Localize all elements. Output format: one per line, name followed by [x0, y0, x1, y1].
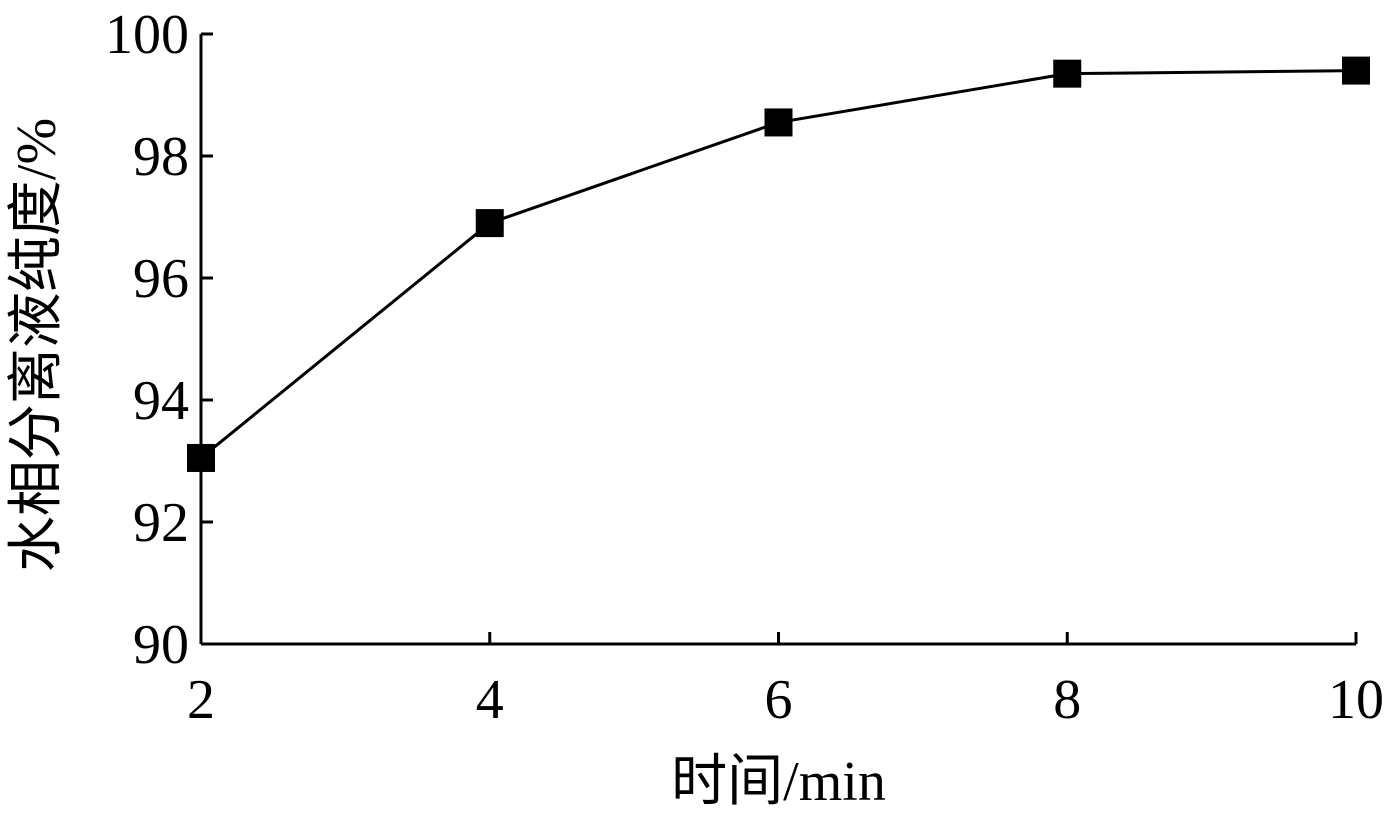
data-point-marker	[1053, 59, 1082, 88]
y-tick-label: 90	[133, 614, 189, 676]
x-tick-label: 8	[1053, 669, 1081, 731]
data-point-marker	[1342, 56, 1370, 85]
x-axis-ticks: 2 4 6 8 10	[187, 632, 1384, 731]
x-axis-title: 时间/min	[671, 751, 886, 813]
x-tick-label: 6	[765, 669, 793, 731]
x-tick-label: 4	[476, 669, 504, 731]
data-point-marker	[187, 443, 215, 472]
data-point-marker	[475, 209, 504, 238]
y-tick-label: 98	[133, 126, 189, 188]
y-tick-label: 96	[133, 248, 189, 310]
x-tick-label: 2	[187, 669, 215, 731]
x-tick-label: 10	[1328, 669, 1384, 731]
y-axis-ticks: 90 92 94 96 98 100	[105, 4, 213, 676]
y-tick-label: 100	[105, 4, 189, 66]
y-tick-label: 92	[133, 492, 189, 554]
y-tick-label: 94	[133, 370, 189, 432]
series-group	[187, 56, 1370, 472]
data-point-marker	[764, 108, 793, 137]
y-axis-title: 水相分离液纯度/%	[6, 118, 68, 572]
